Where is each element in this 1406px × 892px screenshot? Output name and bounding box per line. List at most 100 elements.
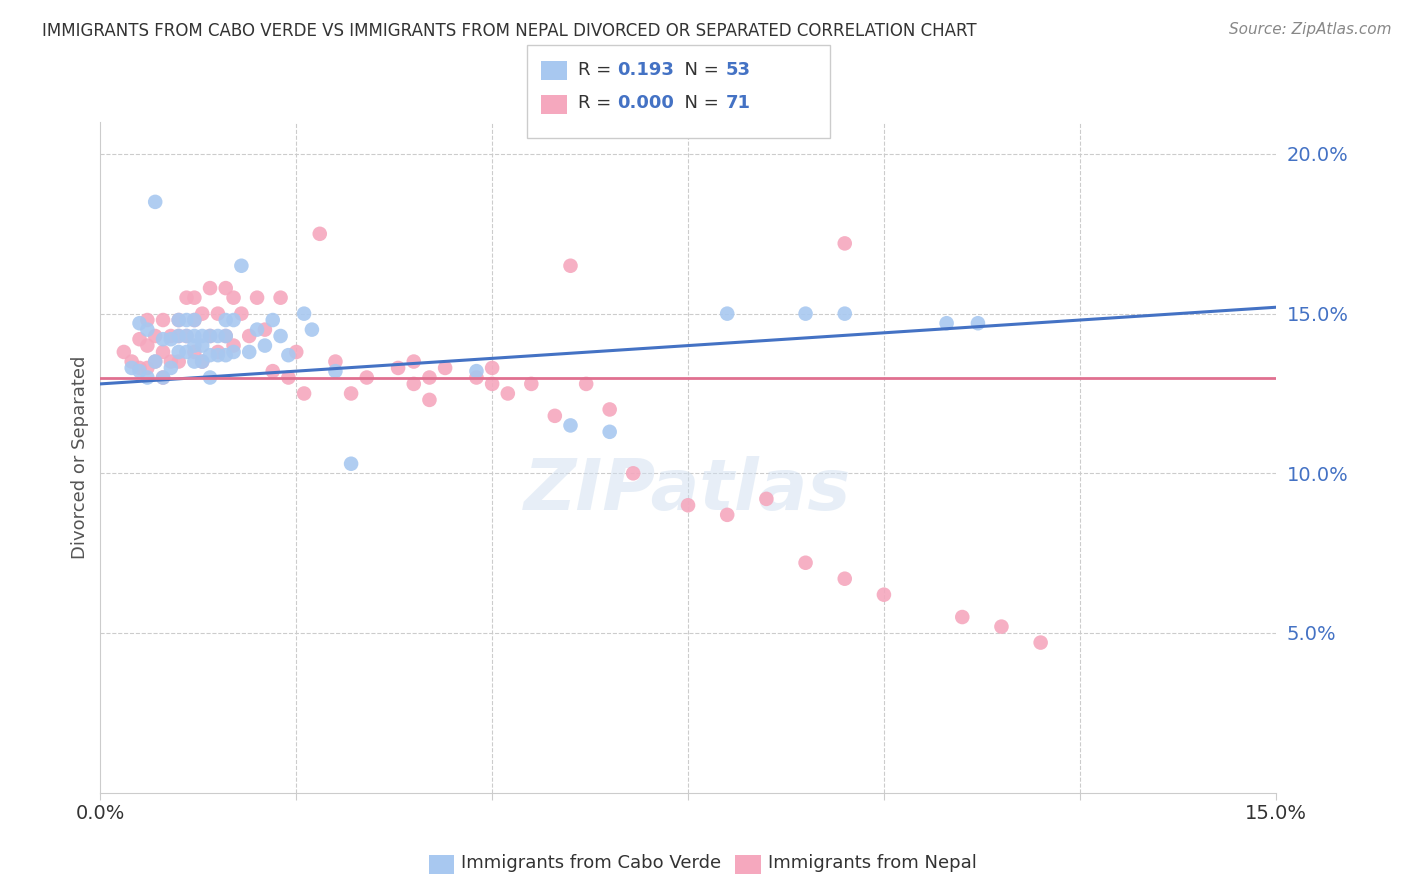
Point [481, 360, 503, 375]
Point [215, 348, 238, 362]
Point [183, 291, 205, 305]
Point [167, 354, 190, 368]
Point [198, 281, 221, 295]
Point [560, 418, 582, 433]
Point [434, 360, 457, 375]
Point [418, 370, 440, 384]
Point [167, 329, 190, 343]
Text: ZIPatlas: ZIPatlas [524, 457, 852, 525]
Point [387, 360, 409, 375]
Point [599, 402, 621, 417]
Text: Immigrants from Cabo Verde: Immigrants from Cabo Verde [461, 854, 721, 871]
Point [238, 345, 260, 359]
Point [152, 370, 174, 384]
Point [191, 307, 214, 321]
Point [873, 588, 896, 602]
Point [253, 338, 276, 352]
Point [262, 364, 284, 378]
Point [599, 425, 621, 439]
Point [143, 354, 166, 368]
Point [1029, 635, 1052, 649]
Point [215, 329, 238, 343]
Point [253, 323, 276, 337]
Text: N =: N = [673, 95, 725, 112]
Point [183, 338, 205, 352]
Text: 71: 71 [725, 95, 751, 112]
Point [183, 313, 205, 327]
Text: IMMIGRANTS FROM CABO VERDE VS IMMIGRANTS FROM NEPAL DIVORCED OR SEPARATED CORREL: IMMIGRANTS FROM CABO VERDE VS IMMIGRANTS… [42, 22, 977, 40]
Point [340, 386, 363, 401]
Point [191, 329, 214, 343]
Text: R =: R = [578, 61, 617, 78]
Point [402, 376, 425, 391]
Point [160, 329, 183, 343]
Point [176, 329, 198, 343]
Point [160, 360, 183, 375]
Point [246, 323, 269, 337]
Point [121, 354, 143, 368]
Text: Immigrants from Nepal: Immigrants from Nepal [768, 854, 977, 871]
Point [160, 332, 183, 346]
Point [176, 313, 198, 327]
Point [152, 370, 174, 384]
Point [990, 619, 1012, 633]
Point [128, 332, 150, 346]
Point [716, 508, 738, 522]
Point [308, 227, 330, 241]
Point [222, 338, 245, 352]
Point [215, 329, 238, 343]
Point [285, 345, 308, 359]
Point [935, 316, 957, 330]
Point [207, 345, 229, 359]
Point [167, 313, 190, 327]
Point [950, 610, 973, 624]
Point [716, 307, 738, 321]
Point [183, 345, 205, 359]
Y-axis label: Divorced or Separated: Divorced or Separated [72, 356, 89, 559]
Point [755, 491, 778, 506]
Point [262, 313, 284, 327]
Point [136, 338, 159, 352]
Point [160, 354, 183, 368]
Point [270, 291, 292, 305]
Point [215, 313, 238, 327]
Point [246, 291, 269, 305]
Point [207, 307, 229, 321]
Point [198, 329, 221, 343]
Point [222, 291, 245, 305]
Point [231, 259, 253, 273]
Point [183, 354, 205, 368]
Point [183, 329, 205, 343]
Point [191, 338, 214, 352]
Point [136, 370, 159, 384]
Point [167, 329, 190, 343]
Point [231, 307, 253, 321]
Point [128, 360, 150, 375]
Point [520, 376, 543, 391]
Point [496, 386, 519, 401]
Point [176, 329, 198, 343]
Point [152, 332, 174, 346]
Text: R =: R = [578, 95, 617, 112]
Point [207, 329, 229, 343]
Point [152, 313, 174, 327]
Point [465, 370, 488, 384]
Point [215, 281, 238, 295]
Point [340, 457, 363, 471]
Point [128, 316, 150, 330]
Point [143, 329, 166, 343]
Point [191, 354, 214, 368]
Point [198, 370, 221, 384]
Point [222, 345, 245, 359]
Point [238, 329, 260, 343]
Text: 0.000: 0.000 [617, 95, 673, 112]
Point [198, 348, 221, 362]
Point [270, 329, 292, 343]
Point [834, 307, 856, 321]
Point [112, 345, 135, 359]
Point [481, 376, 503, 391]
Text: N =: N = [673, 61, 725, 78]
Point [176, 345, 198, 359]
Point [152, 345, 174, 359]
Point [277, 370, 299, 384]
